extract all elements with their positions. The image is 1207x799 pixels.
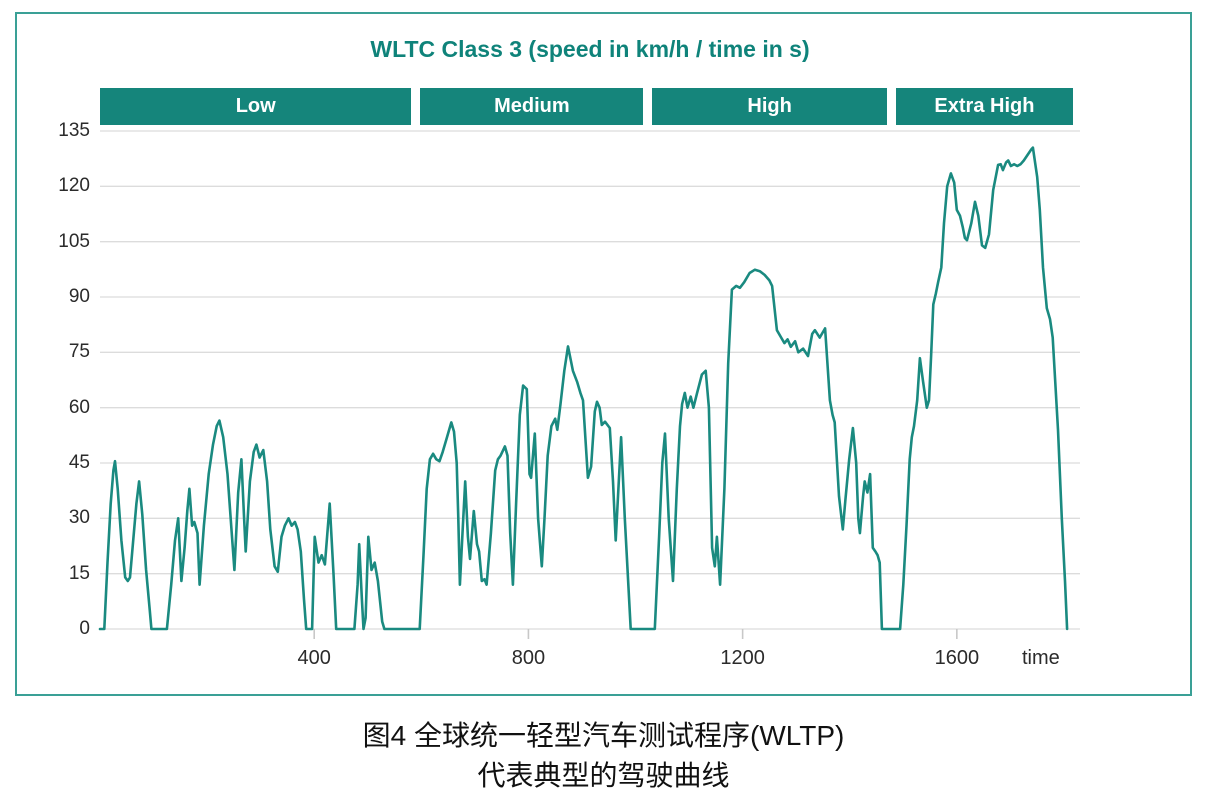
phase-band-extra-high: Extra High	[895, 88, 1073, 125]
y-axis-tick-label: 60	[68, 396, 90, 418]
x-axis-tick-label: 1600	[934, 647, 980, 669]
phase-band-high: High	[652, 88, 887, 125]
figure-border	[15, 12, 1192, 696]
y-axis-tick-label: 135	[58, 120, 90, 141]
x-axis-tick-label: 800	[511, 647, 546, 669]
caption-line-2: 代表典型的驾驶曲线	[477, 760, 730, 791]
y-axis-tick-label: 30	[68, 507, 90, 529]
y-axis-tick-label: 120	[58, 175, 90, 197]
x-axis-tick-label: 1200	[720, 647, 765, 669]
x-axis-tick-label: 400	[297, 647, 331, 669]
y-axis-tick-label: 45	[68, 452, 90, 473]
phase-band-label: High	[747, 95, 792, 117]
y-axis-tick-label: 75	[68, 341, 90, 363]
y-axis-tick-label: 90	[68, 286, 90, 307]
y-axis-tick-label: 0	[79, 618, 90, 639]
phase-band-label: Low	[235, 95, 276, 117]
phase-band-medium: Medium	[420, 88, 644, 125]
x-axis-title: time	[1022, 647, 1060, 669]
phase-band-label: Medium	[494, 95, 570, 117]
caption-line-1: 图4 全球统一轻型汽车测试程序(WLTP)	[362, 720, 845, 751]
chart-title: WLTC Class 3 (speed in km/h / time in s)	[370, 36, 810, 62]
phase-band-label: Extra High	[934, 95, 1035, 117]
y-axis-tick-label: 15	[68, 562, 90, 584]
y-axis-tick-label: 105	[58, 230, 90, 252]
speed-curve	[98, 146, 1069, 631]
phase-band-low: Low	[100, 88, 412, 125]
